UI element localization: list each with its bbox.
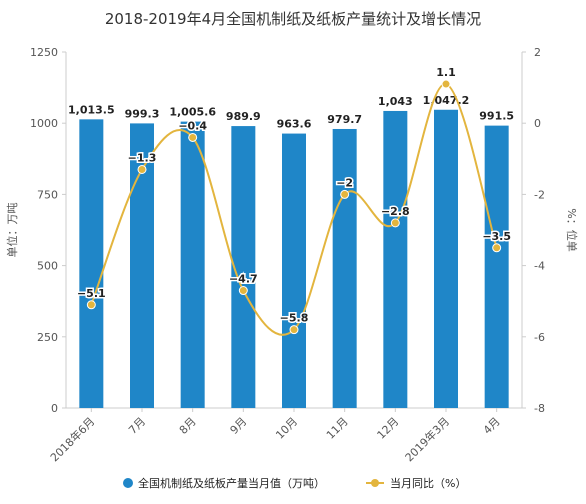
y-tick-label-left: 500 [37, 260, 58, 273]
bar-value-label: 1,043 [378, 95, 413, 108]
line-value-label: −2 [336, 176, 353, 189]
bar [484, 125, 509, 409]
line-value-label: −0.4 [178, 119, 207, 132]
line-value-label: −4.7 [229, 273, 258, 286]
x-tick-label: 12月 [375, 415, 402, 442]
line-series-path [90, 83, 498, 336]
bar-value-label: 999.3 [125, 107, 160, 120]
y-tick-label-left: 1000 [30, 117, 58, 130]
legend-label-line: 当月同比（%） [390, 476, 466, 490]
y-axis-title-right: %：位单 [565, 208, 579, 251]
line-point [441, 79, 451, 89]
bar-value-label: 1,047.2 [423, 94, 470, 107]
line-point [86, 300, 96, 310]
y-axis-title-left: 单位：万吨 [5, 203, 19, 258]
x-tick-label: 2018年6月 [47, 414, 97, 464]
bar-value-label: 979.7 [327, 113, 362, 126]
y-tick-label-right: -2 [534, 188, 545, 201]
line-point [390, 218, 400, 228]
y-tick-label-right: -4 [534, 260, 545, 273]
line-value-label: 1.1 [436, 66, 456, 79]
x-tick-label: 4月 [481, 415, 503, 437]
line-point [238, 286, 248, 296]
y-tick-label-left: 1250 [30, 46, 58, 59]
line-value-label: −2.8 [381, 205, 410, 218]
bar-value-label: 963.6 [277, 118, 312, 131]
line-point [188, 132, 198, 142]
bar [383, 110, 408, 408]
y-tick-label-right: -8 [534, 402, 545, 415]
bar-value-label: 991.5 [479, 110, 514, 123]
x-tick-label: 10月 [273, 415, 300, 442]
line-point [492, 243, 502, 253]
y-tick-label-right: 0 [534, 117, 541, 130]
y-tick-label-left: 750 [37, 188, 58, 201]
legend-label-bar: 全国机制纸及纸板产量当月值（万吨） [138, 476, 325, 490]
line-point [137, 164, 147, 174]
y-tick-label-left: 0 [51, 402, 58, 415]
bar [434, 109, 458, 408]
x-tick-label: 2019年3月 [402, 414, 452, 464]
x-tick-label: 8月 [177, 415, 199, 437]
bar-value-label: 989.9 [226, 110, 261, 123]
x-tick-label: 7月 [126, 415, 148, 437]
line-value-label: −5.1 [77, 287, 106, 300]
y-tick-label-left: 250 [37, 331, 58, 344]
bar-value-label: 1,005.6 [169, 106, 216, 119]
y-tick-label-right: 2 [534, 46, 541, 59]
y-tick-label-right: -6 [534, 331, 545, 344]
line-value-label: −3.5 [482, 230, 511, 243]
bar-value-label: 1,013.5 [68, 103, 115, 116]
bar [79, 119, 104, 409]
bar [282, 133, 306, 409]
bar [180, 121, 205, 409]
chart-title: 2018-2019年4月全国机制纸及纸板产量统计及增长情况 [104, 10, 482, 28]
line-value-label: −5.8 [280, 312, 309, 325]
line-point [289, 325, 299, 335]
legend-marker-bar [123, 478, 133, 488]
x-tick-label: 11月 [324, 415, 351, 442]
x-tick-label: 9月 [228, 415, 250, 437]
bar [332, 128, 357, 408]
line-value-label: −1.3 [128, 151, 157, 164]
legend-marker-line-dot [371, 479, 379, 487]
line-point [340, 189, 350, 199]
